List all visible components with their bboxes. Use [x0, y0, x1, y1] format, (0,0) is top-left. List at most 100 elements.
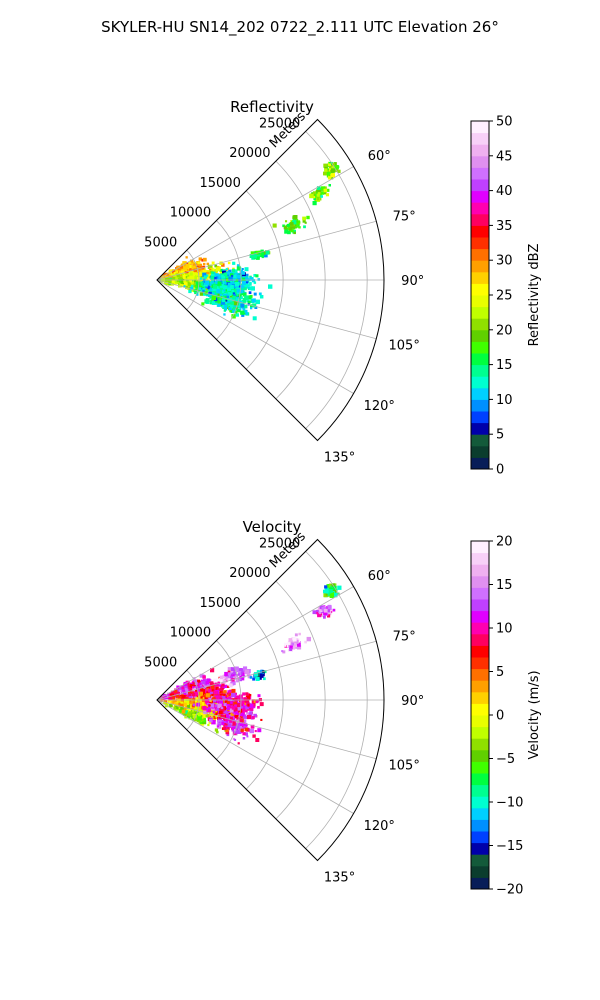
velocity-echo-cell	[185, 691, 189, 695]
velocity-echo-cell	[228, 691, 232, 695]
velocity-echo-cell	[213, 690, 218, 695]
velocity-echo-cell	[319, 605, 324, 610]
velocity-echo-cell	[166, 695, 170, 698]
reflectivity-echo-cell	[306, 215, 310, 220]
velocity-echo-cell	[214, 697, 218, 701]
velocity-colorbar-segment	[471, 784, 489, 797]
velocity-echo-cell	[288, 638, 293, 642]
velocity-echo-cell	[211, 693, 214, 697]
reflectivity-echo-cell	[293, 231, 296, 235]
velocity-echo-cell	[242, 708, 246, 712]
velocity-echo-cell	[329, 587, 333, 590]
reflectivity-colorbar-segment	[471, 283, 489, 296]
reflectivity-echo-cell	[240, 303, 245, 308]
reflectivity-echo-cell	[196, 281, 200, 286]
reflectivity-colorbar-segment	[471, 225, 489, 238]
reflectivity-echo-cell	[203, 257, 207, 262]
velocity-echo-cell	[252, 677, 256, 681]
velocity-echo-cell	[282, 650, 286, 654]
velocity-echo-cell	[225, 719, 229, 723]
reflectivity-colorbar-segment	[471, 411, 489, 424]
reflectivity-colorbar-segment	[471, 121, 489, 134]
velocity-colorbar-segment	[471, 541, 489, 554]
reflectivity-echo-cell	[225, 288, 229, 292]
velocity-echo-cell	[315, 611, 319, 615]
velocity-echo-cell	[250, 724, 255, 729]
reflectivity-echo-cell	[189, 272, 193, 276]
velocity-echo-cell	[173, 706, 177, 710]
reflectivity-echo-cell	[236, 294, 239, 297]
reflectivity-echo-cell	[202, 289, 205, 293]
reflectivity-echo-cell	[219, 293, 222, 297]
velocity-echo-cell	[209, 691, 213, 695]
reflectivity-echo-cell	[171, 280, 175, 284]
reflectivity-echo-cell	[297, 220, 301, 223]
reflectivity-echo-cell	[203, 275, 208, 279]
velocity-echo-cell	[242, 732, 246, 736]
reflectivity-echo-cell	[233, 272, 236, 275]
velocity-echo-cell	[214, 705, 217, 708]
reflectivity-echo-cell	[209, 296, 212, 299]
reflectivity-echo-cell	[208, 291, 212, 296]
velocity-echo-cell	[182, 695, 186, 699]
reflectivity-echo-cell	[304, 221, 307, 224]
velocity-echo-cell	[217, 703, 222, 708]
reflectivity-echo-cell	[320, 191, 325, 195]
reflectivity-echo-cell	[211, 268, 214, 271]
velocity-echo-cell	[202, 703, 205, 706]
velocity-echo-cell	[192, 698, 197, 703]
velocity-echo-cell	[244, 723, 248, 727]
reflectivity-echo-cell	[182, 275, 188, 280]
velocity-echo-cell	[185, 686, 190, 691]
velocity-echo-cell	[227, 672, 231, 676]
velocity-echo-cell	[223, 709, 228, 714]
velocity-echo-cell	[169, 703, 173, 708]
reflectivity-echo-cell	[211, 294, 216, 299]
velocity-azimuth-line	[156, 640, 377, 701]
velocity-echo-cell	[221, 692, 224, 695]
velocity-echo-cell	[246, 712, 249, 715]
reflectivity-colorbar-segment	[471, 399, 489, 412]
reflectivity-colorbar-tick-label: 20	[496, 323, 513, 338]
velocity-echo-cell	[194, 711, 197, 714]
velocity-echo-cell	[249, 728, 254, 734]
velocity-echo-cell	[225, 697, 229, 701]
reflectivity-echo-cell	[293, 215, 298, 220]
reflectivity-echo-cell	[215, 276, 219, 279]
reflectivity-echo-cell	[223, 272, 228, 277]
velocity-echo-cell	[234, 707, 238, 711]
reflectivity-echo-cell	[285, 220, 288, 223]
reflectivity-echo-cell	[289, 228, 292, 231]
velocity-echo-cell	[253, 713, 257, 718]
reflectivity-echo-cell	[191, 284, 194, 288]
reflectivity-echo-cell	[248, 282, 252, 286]
reflectivity-echo-cell	[199, 281, 204, 286]
reflectivity-echo-cell	[222, 287, 228, 292]
reflectivity-echo-cell	[223, 309, 226, 312]
velocity-echo-cell	[327, 614, 331, 618]
reflectivity-echo-cell	[231, 275, 234, 278]
velocity-echo-cell	[187, 712, 192, 717]
velocity-echo-cell	[326, 590, 330, 594]
reflectivity-sector-frame	[156, 118, 385, 442]
velocity-echo-cell	[187, 695, 190, 698]
velocity-echo-cell	[257, 694, 261, 698]
velocity-echo-cell	[194, 691, 198, 696]
velocity-echo-cell	[219, 687, 223, 692]
reflectivity-echo-cell	[239, 289, 244, 294]
reflectivity-echo-cell	[245, 312, 249, 315]
velocity-echo-cell	[289, 645, 294, 650]
velocity-echo-cell	[207, 723, 210, 727]
velocity-colorbar-segment	[471, 773, 489, 786]
velocity-echo-cell	[224, 718, 228, 721]
velocity-echo-cell	[205, 714, 209, 718]
velocity-echo-cell	[201, 718, 204, 721]
velocity-echo-cell	[237, 713, 240, 716]
reflectivity-title: Reflectivity	[230, 98, 314, 116]
reflectivity-echo-cell	[223, 313, 226, 316]
reflectivity-echo-cell	[296, 225, 299, 228]
reflectivity-echo-cell	[239, 299, 242, 302]
reflectivity-echo-cell	[246, 273, 249, 277]
reflectivity-echo-cell	[231, 269, 236, 273]
reflectivity-echo-cell	[200, 269, 204, 274]
